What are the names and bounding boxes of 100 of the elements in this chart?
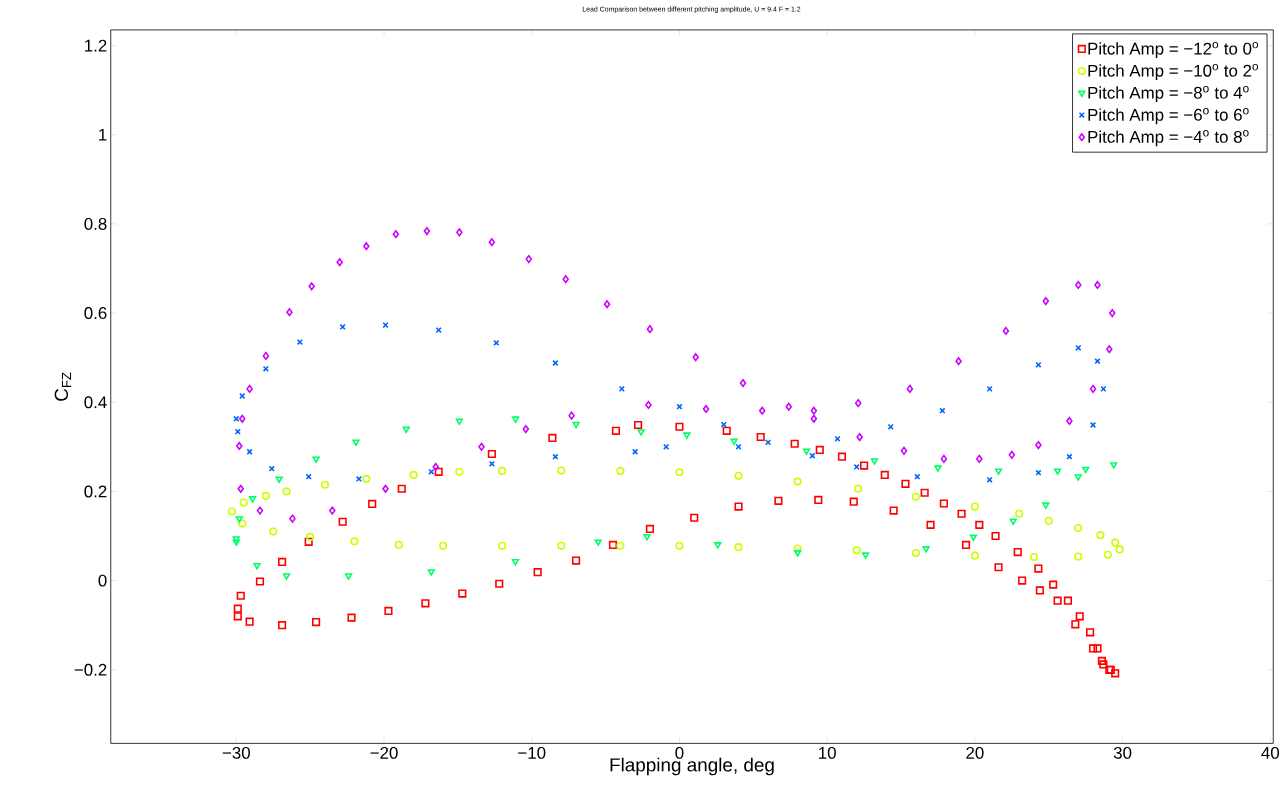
point — [568, 411, 575, 420]
point — [1053, 468, 1062, 475]
point — [1029, 552, 1039, 561]
legend-label: Pitch Amp = −6$^{o}$ to 6$^{o}$ — [1088, 107, 1249, 125]
point — [970, 502, 979, 511]
point — [683, 432, 691, 439]
point — [1103, 550, 1112, 559]
point — [350, 537, 359, 546]
point — [632, 448, 639, 455]
point — [911, 548, 920, 557]
x-tick-label: 20 — [966, 746, 984, 759]
point — [409, 470, 418, 479]
point — [900, 446, 908, 455]
point — [498, 466, 507, 475]
point — [511, 558, 520, 566]
y-tick-label: 0.2 — [84, 485, 107, 498]
point — [643, 533, 651, 541]
point — [352, 439, 360, 446]
point — [557, 541, 566, 550]
y-tick-label: −0.2 — [74, 663, 107, 676]
x-tick-label: 30 — [1113, 746, 1132, 759]
point — [976, 454, 983, 463]
point — [810, 406, 818, 415]
y-tick-label: 0.8 — [84, 217, 107, 230]
point — [616, 541, 625, 550]
point — [1075, 280, 1082, 289]
point — [785, 402, 793, 411]
x-tick-label: −20 — [370, 746, 398, 759]
point — [552, 453, 559, 460]
point — [312, 456, 320, 463]
point — [1115, 545, 1124, 554]
point — [336, 258, 343, 267]
point — [1089, 421, 1097, 429]
point — [618, 385, 625, 392]
point — [238, 519, 247, 528]
legend-label: Pitch Amp = −8$^{o}$ to 4$^{o}$ — [1088, 85, 1249, 102]
point — [1066, 416, 1073, 425]
point — [1015, 509, 1024, 518]
point — [234, 428, 241, 435]
point — [329, 506, 336, 515]
point — [594, 539, 602, 546]
x-tick-label: −30 — [222, 746, 250, 759]
point — [268, 465, 275, 472]
point — [810, 414, 818, 423]
point — [1111, 538, 1120, 547]
point — [856, 432, 863, 442]
point — [363, 241, 370, 251]
point — [939, 407, 946, 414]
point — [423, 226, 431, 236]
point — [675, 541, 684, 550]
point — [603, 299, 611, 309]
point — [282, 573, 291, 580]
point — [922, 545, 930, 553]
point — [616, 466, 625, 475]
point — [793, 544, 802, 553]
point — [854, 398, 862, 408]
point — [675, 468, 684, 477]
point — [1002, 326, 1010, 335]
point — [887, 423, 894, 430]
point — [498, 541, 507, 550]
point — [934, 465, 942, 472]
point — [557, 466, 566, 475]
point — [269, 527, 278, 536]
point — [645, 400, 652, 409]
point — [1110, 462, 1118, 469]
point — [970, 551, 979, 560]
point — [914, 473, 921, 480]
point — [852, 546, 861, 555]
point — [1044, 516, 1053, 525]
point — [308, 282, 315, 291]
point — [854, 484, 863, 493]
legend-label: Pitch Amp = −4$^{o}$ to 8$^{o}$ — [1088, 130, 1249, 147]
point — [1074, 523, 1083, 532]
point — [427, 569, 435, 576]
point — [702, 404, 710, 413]
point — [439, 541, 448, 550]
point — [238, 414, 246, 423]
point — [1008, 450, 1016, 459]
point — [1042, 296, 1050, 306]
point — [1089, 384, 1097, 393]
point — [246, 448, 253, 455]
point — [562, 274, 569, 284]
point — [802, 448, 811, 455]
point — [1009, 518, 1017, 525]
point — [262, 351, 270, 360]
point — [237, 484, 245, 493]
point — [282, 487, 291, 496]
point — [246, 384, 253, 393]
y-tick-label: 1.2 — [85, 39, 107, 52]
point — [1074, 474, 1082, 481]
point — [1035, 469, 1042, 476]
point — [637, 429, 645, 436]
point — [870, 458, 879, 465]
point — [236, 441, 243, 450]
point — [286, 307, 293, 317]
point — [296, 338, 303, 346]
point — [488, 460, 495, 467]
point — [355, 475, 363, 482]
point — [1106, 344, 1113, 354]
x-tick-label: 40 — [1261, 746, 1280, 759]
